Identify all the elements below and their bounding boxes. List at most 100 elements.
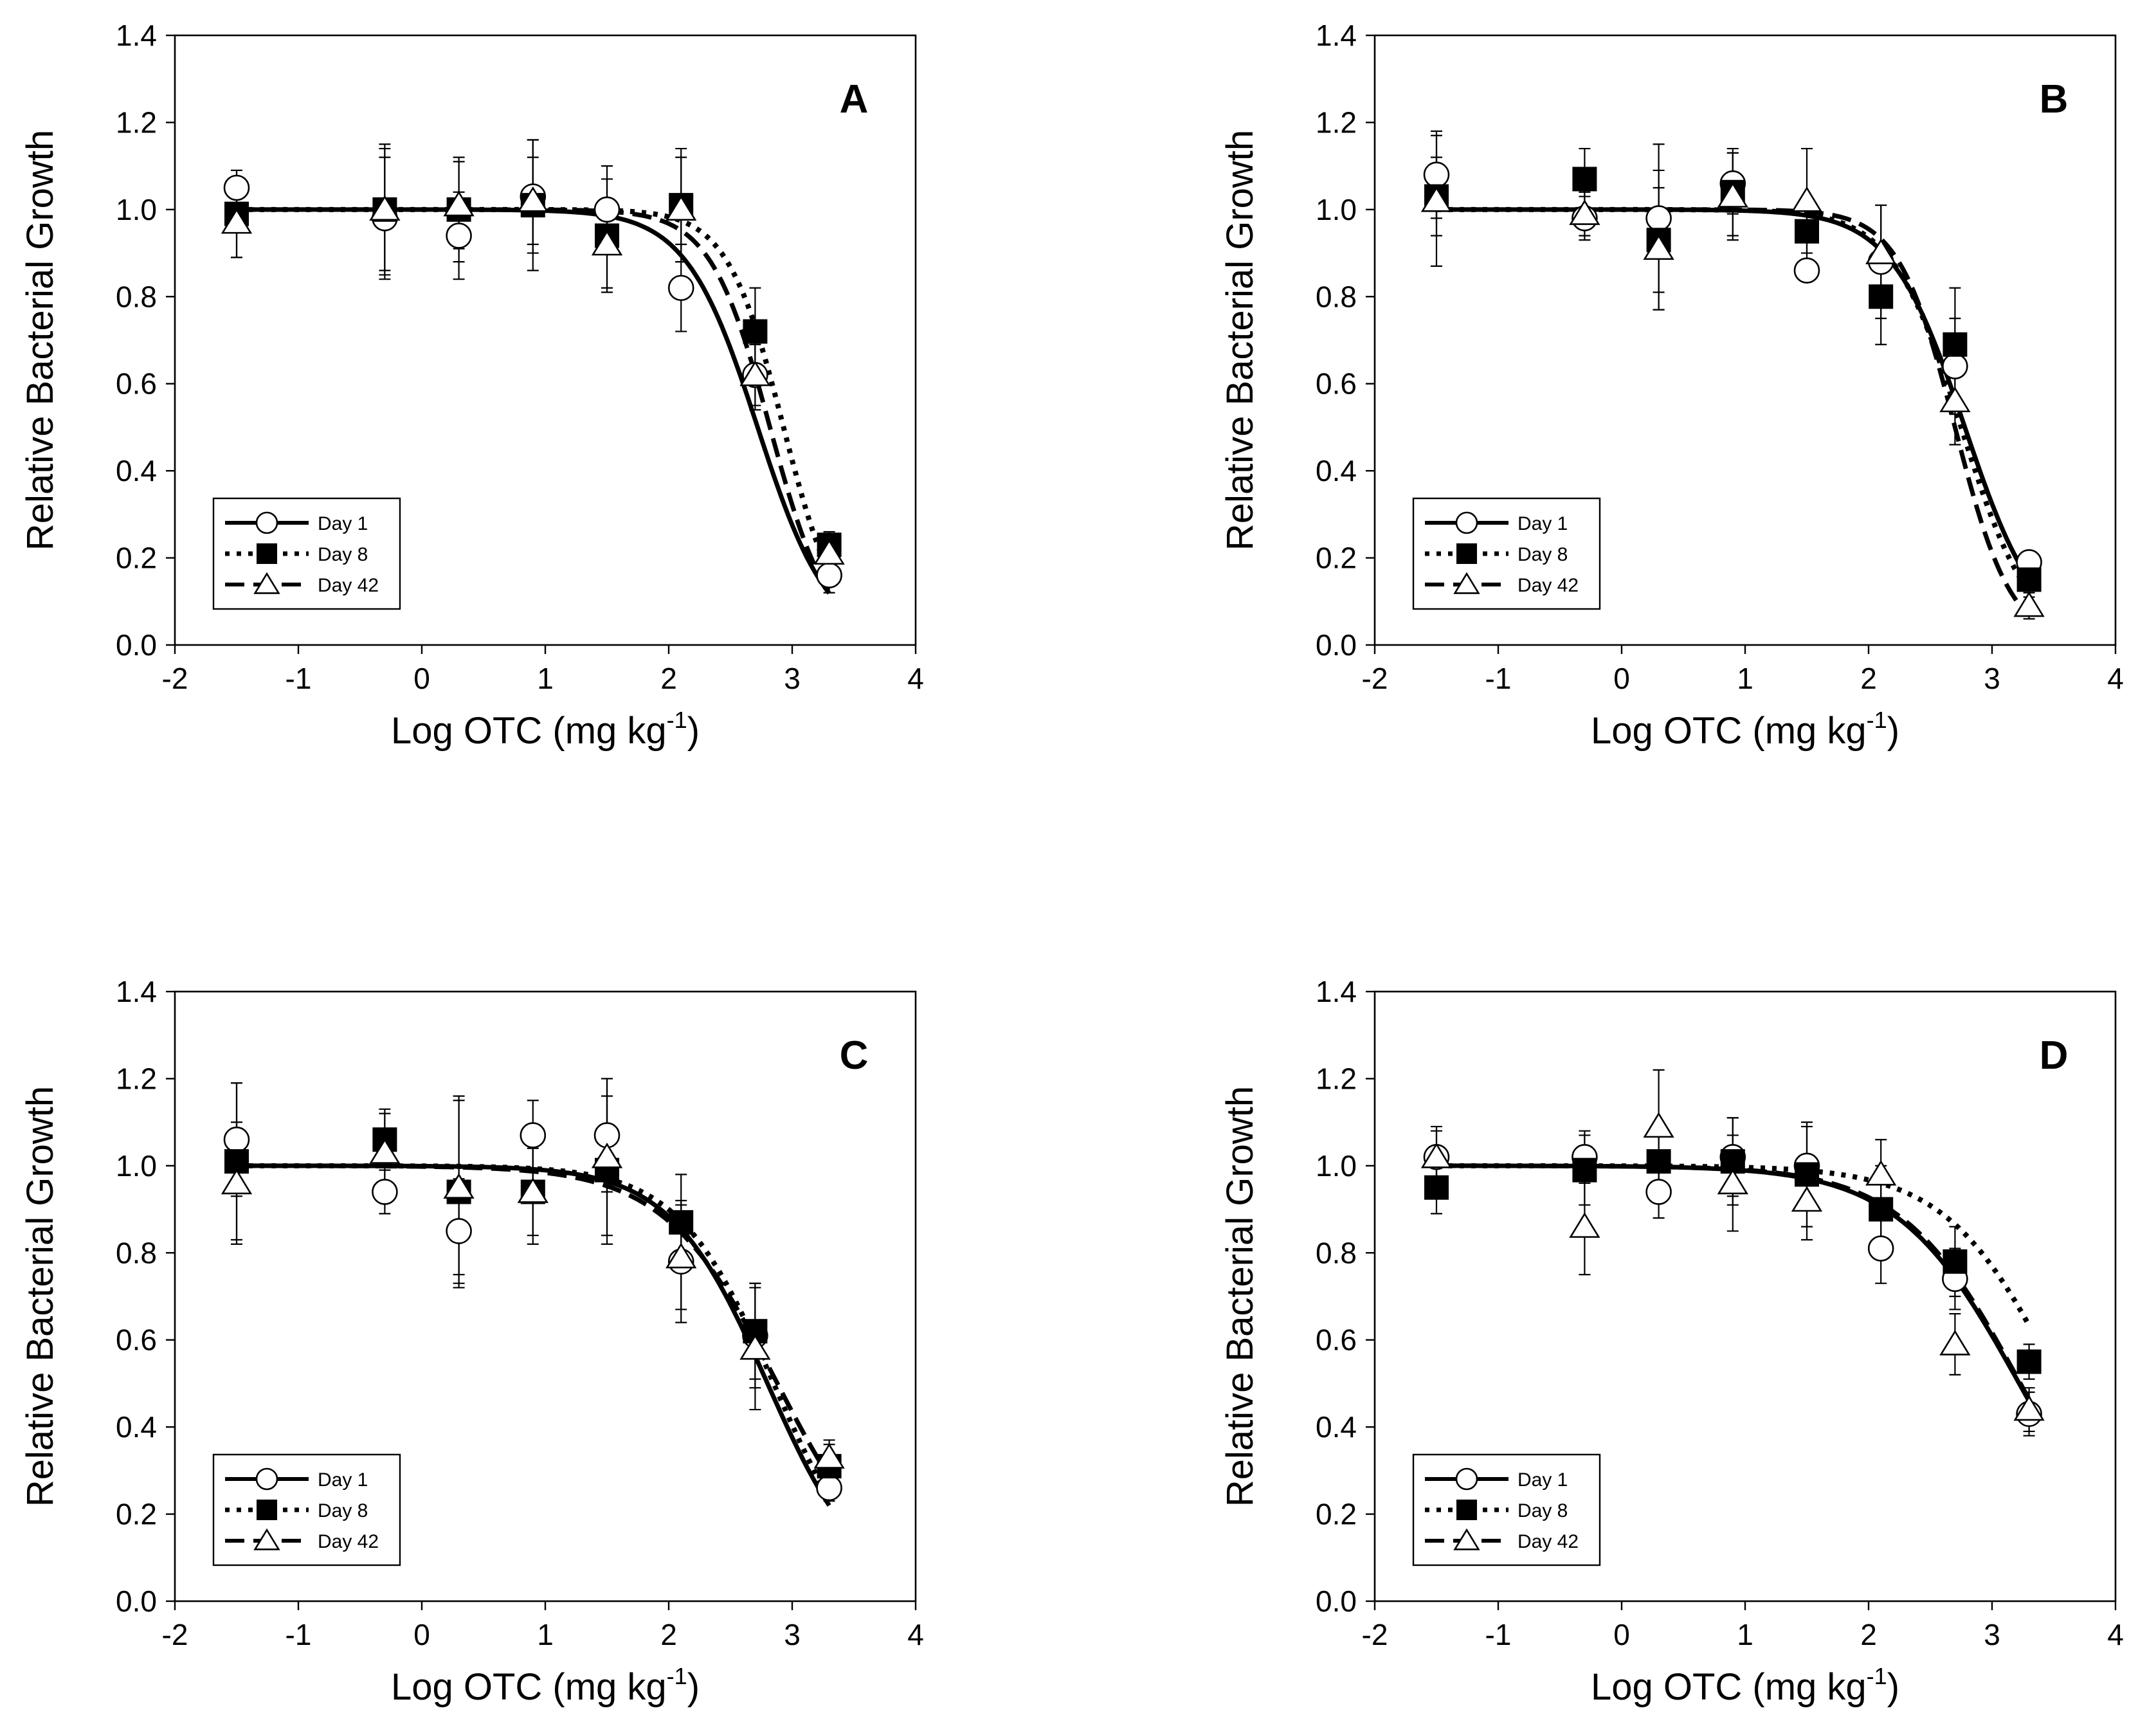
data-point-day-8 [1795, 1162, 1819, 1187]
x-axis-title-suffix: ) [1887, 710, 1899, 752]
x-tick-label: 2 [1860, 1618, 1877, 1651]
data-point-day-1 [446, 1218, 472, 1244]
data-point-day-42 [369, 195, 401, 221]
data-point-day-1 [223, 174, 250, 201]
x-axis-title-suffix: ) [687, 1666, 700, 1708]
legend-label-day-42: Day 42 [318, 575, 379, 596]
y-tick-label: 1.0 [116, 1149, 157, 1183]
legend-marker-day-42 [253, 572, 280, 594]
data-point-day-42 [591, 230, 623, 256]
data-point-day-42 [1791, 1186, 1823, 1212]
data-point-day-42 [591, 1142, 623, 1168]
legend-marker-day-42 [1453, 1528, 1480, 1550]
legend-marker-day-42 [1453, 572, 1480, 594]
y-tick-label: 1.2 [116, 1062, 157, 1095]
data-point-day-42 [1865, 239, 1897, 264]
panel-letter: A [840, 77, 869, 122]
x-tick-label: 4 [907, 1618, 924, 1651]
data-point-day-42 [1717, 182, 1748, 208]
x-axis-title-superscript: -1 [1867, 1663, 1887, 1689]
data-point-day-42 [1420, 1142, 1453, 1168]
x-axis-title: Log OTC (mg kg-1) [1591, 1663, 1899, 1708]
data-point-day-1 [1867, 1235, 1894, 1262]
legend-label-day-42: Day 42 [1517, 575, 1579, 596]
x-tick-label: -2 [1362, 1618, 1388, 1651]
y-tick-label: 0.8 [116, 1236, 157, 1269]
x-tick-label: 2 [660, 662, 677, 695]
data-point-day-42 [2013, 1395, 2045, 1421]
data-point-day-8 [1646, 1149, 1671, 1174]
y-tick-label: 0.6 [1316, 367, 1357, 401]
y-tick-label: 0.4 [116, 1410, 157, 1444]
legend-label-day-1: Day 1 [1517, 513, 1568, 534]
data-point-day-1 [520, 1122, 547, 1148]
y-tick-label: 0.8 [1316, 1236, 1357, 1269]
data-point-day-42 [813, 1443, 845, 1469]
data-point-day-8 [669, 1210, 694, 1235]
x-tick-label: 0 [413, 662, 430, 695]
data-point-day-8 [1869, 1197, 1894, 1222]
x-tick-label: 0 [1613, 1618, 1630, 1651]
data-point-day-8 [2016, 1349, 2042, 1374]
data-point-day-8 [1795, 219, 1819, 244]
legend-label-day-8: Day 8 [1517, 544, 1568, 565]
y-tick-label: 1.4 [1316, 19, 1357, 52]
data-point-day-42 [1939, 386, 1971, 413]
data-point-day-42 [1569, 199, 1600, 225]
data-point-day-8 [1943, 332, 1968, 357]
panel-B: -2 -1 0 1 2 3 4 0.0 0.2 0.4 0.6 0.8 1.0 1.2 1.4 Log OTC… [1219, 19, 2124, 752]
panel-letter: B [2040, 77, 2069, 122]
y-axis-title: Relative Bacterial Growth [1219, 1086, 1261, 1507]
y-tick-label: 1.2 [116, 105, 157, 139]
x-tick-label: 3 [1984, 1618, 2000, 1651]
x-axis-title-main: Log OTC (mg kg [1591, 1666, 1867, 1708]
y-tick-label: 0.6 [1316, 1323, 1357, 1357]
y-tick-label: 0.0 [1316, 1584, 1357, 1618]
legend-label-day-8: Day 8 [318, 544, 368, 565]
data-point-day-1 [1942, 353, 1968, 379]
data-point-day-42 [1939, 1330, 1971, 1356]
data-point-day-42 [1569, 1212, 1600, 1238]
data-point-day-8 [743, 319, 768, 344]
fit-curve-day-8 [1436, 1163, 2032, 1327]
x-axis-title-suffix: ) [1887, 1666, 1899, 1708]
legend: Day 1 Day 8 Day 42 [1412, 1453, 1601, 1566]
y-tick-label: 0.0 [116, 1584, 157, 1618]
y-tick-label: 1.0 [116, 193, 157, 226]
x-tick-label: 4 [907, 662, 924, 695]
y-tick-label: 1.2 [1316, 105, 1357, 139]
legend-label-day-42: Day 42 [1517, 1531, 1579, 1552]
y-tick-label: 0.0 [116, 628, 157, 662]
x-axis-title-superscript: -1 [667, 707, 687, 733]
data-point-day-8 [1424, 1175, 1449, 1200]
legend-label-day-1: Day 1 [318, 1469, 368, 1491]
legend: Day 1 Day 8 Day 42 [212, 1453, 401, 1566]
x-tick-label: -1 [285, 662, 312, 695]
data-point-day-1 [446, 222, 472, 249]
y-tick-label: 0.8 [1316, 280, 1357, 313]
x-tick-label: 4 [2107, 662, 2124, 695]
y-axis-title: Relative Bacterial Growth [19, 1086, 61, 1507]
data-point-day-1 [1645, 205, 1672, 231]
y-tick-label: 0.8 [116, 280, 157, 313]
data-point-day-1 [667, 275, 694, 302]
data-point-day-42 [666, 195, 697, 221]
y-tick-label: 0.2 [116, 541, 157, 575]
legend: Day 1 Day 8 Day 42 [212, 497, 401, 610]
data-point-day-8 [1572, 1157, 1597, 1183]
legend-marker-day-1 [255, 511, 278, 534]
legend-label-day-1: Day 1 [318, 513, 368, 534]
legend-label-day-8: Day 8 [1517, 1500, 1568, 1521]
x-axis-title-main: Log OTC (mg kg [391, 710, 667, 752]
data-point-day-42 [1717, 1168, 1748, 1195]
data-point-day-1 [1423, 161, 1450, 188]
x-tick-label: 3 [1984, 662, 2000, 695]
x-axis-title-main: Log OTC (mg kg [391, 1666, 667, 1708]
x-tick-label: -2 [1362, 662, 1388, 695]
x-axis-title-superscript: -1 [667, 1663, 687, 1689]
legend-marker-day-42 [253, 1528, 280, 1550]
fit-curve-day-8 [237, 1163, 832, 1499]
data-point-day-1 [372, 1179, 398, 1205]
data-point-day-8 [1869, 284, 1894, 309]
